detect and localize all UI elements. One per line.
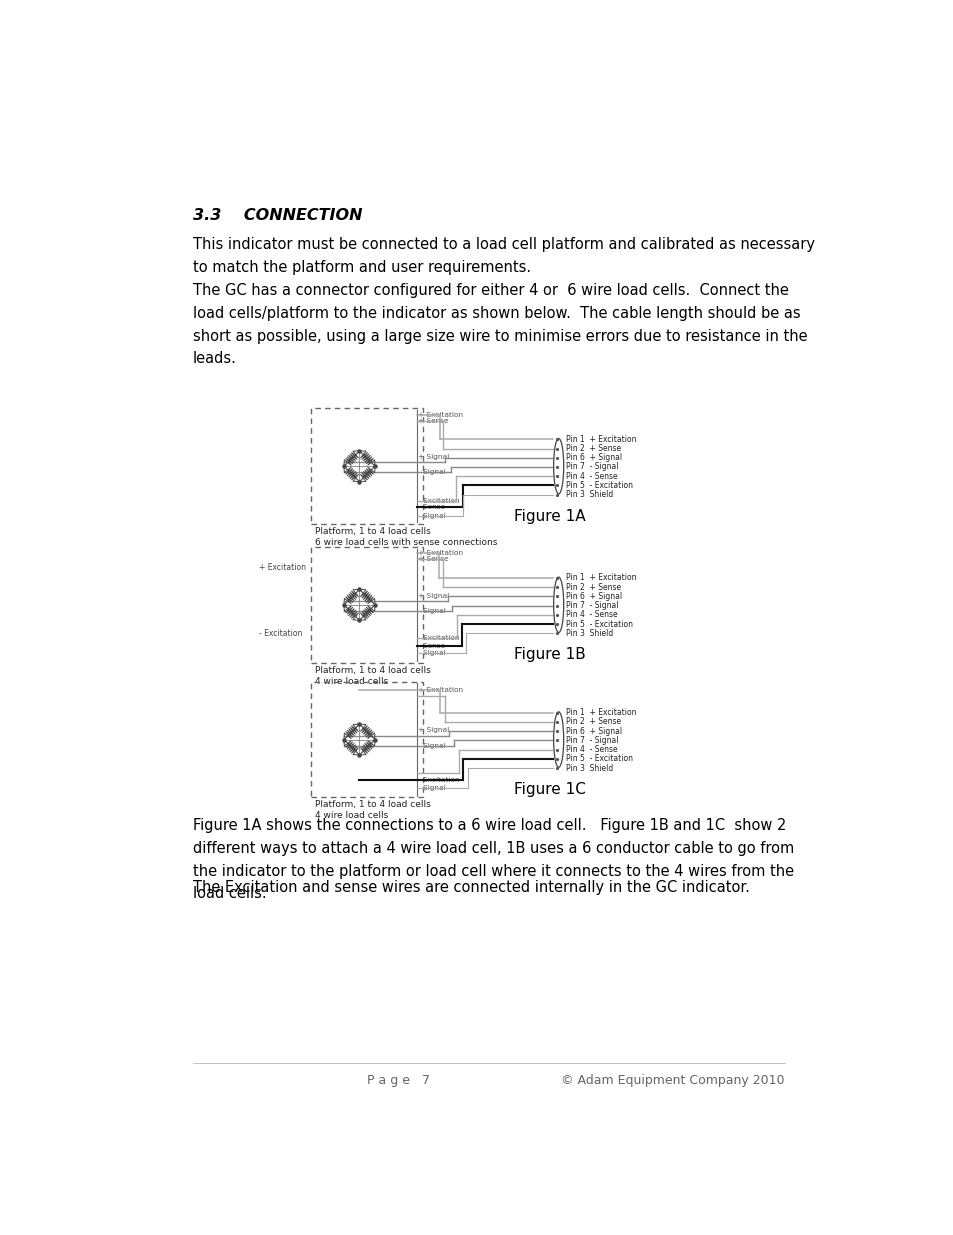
Text: + Excitation: + Excitation — [418, 551, 463, 556]
Text: Pin 5  - Excitation: Pin 5 - Excitation — [566, 480, 633, 490]
Text: Pin 7  - Signal: Pin 7 - Signal — [566, 601, 618, 610]
Text: Pin 2  + Sense: Pin 2 + Sense — [566, 583, 621, 592]
Text: Figure 1C: Figure 1C — [514, 782, 586, 797]
Text: - Signal: - Signal — [418, 469, 446, 475]
Text: Platform, 1 to 4 load cells
4 wire load cells: Platform, 1 to 4 load cells 4 wire load … — [314, 666, 430, 685]
Text: Pin 5  - Excitation: Pin 5 - Excitation — [566, 755, 633, 763]
Text: + Signal: + Signal — [418, 454, 449, 459]
Text: Pin 3  Shield: Pin 3 Shield — [566, 629, 613, 637]
Text: Pin 1  + Excitation: Pin 1 + Excitation — [566, 435, 637, 443]
Text: - Signal: - Signal — [418, 514, 446, 519]
Text: - Excitation: - Excitation — [418, 777, 459, 783]
Text: The GC has a connector configured for either 4 or  6 wire load cells.  Connect t: The GC has a connector configured for ei… — [193, 283, 806, 367]
Text: Pin 3  Shield: Pin 3 Shield — [566, 763, 613, 773]
Text: Platform, 1 to 4 load cells
4 wire load cells: Platform, 1 to 4 load cells 4 wire load … — [314, 800, 430, 820]
Text: Platform, 1 to 4 load cells
6 wire load cells with sense connections: Platform, 1 to 4 load cells 6 wire load … — [314, 527, 497, 547]
Text: Figure 1A shows the connections to a 6 wire load cell.   Figure 1B and 1C  show : Figure 1A shows the connections to a 6 w… — [193, 818, 793, 902]
Text: - Signal: - Signal — [418, 742, 446, 748]
Text: Pin 6  + Signal: Pin 6 + Signal — [566, 453, 622, 462]
Text: Pin 4  - Sense: Pin 4 - Sense — [566, 610, 618, 619]
Bar — [311, 547, 422, 662]
Text: 3.3    CONNECTION: 3.3 CONNECTION — [193, 209, 362, 224]
Text: Pin 4  - Sense: Pin 4 - Sense — [566, 745, 618, 755]
Text: © Adam Equipment Company 2010: © Adam Equipment Company 2010 — [560, 1073, 783, 1087]
Text: The Excitation and sense wires are connected internally in the GC indicator.: The Excitation and sense wires are conne… — [193, 879, 749, 894]
Text: - Sense: - Sense — [418, 642, 445, 648]
Bar — [311, 682, 422, 798]
Text: - Excitation: - Excitation — [418, 498, 459, 504]
Text: + Sense: + Sense — [418, 557, 449, 562]
Text: Pin 6  + Signal: Pin 6 + Signal — [566, 592, 622, 601]
Text: Pin 2  + Sense: Pin 2 + Sense — [566, 718, 621, 726]
Text: - Excitation: - Excitation — [418, 635, 459, 641]
Text: - Signal: - Signal — [418, 651, 446, 656]
Text: Pin 7  - Signal: Pin 7 - Signal — [566, 462, 618, 472]
Text: Figure 1A: Figure 1A — [514, 509, 585, 524]
Text: Pin 4  - Sense: Pin 4 - Sense — [566, 472, 618, 480]
Bar — [311, 409, 422, 524]
Text: Pin 2  + Sense: Pin 2 + Sense — [566, 445, 621, 453]
Text: - Excitation: - Excitation — [258, 629, 302, 637]
Text: P a g e   7: P a g e 7 — [367, 1073, 430, 1087]
Text: This indicator must be connected to a load cell platform and calibrated as neces: This indicator must be connected to a lo… — [193, 237, 814, 274]
Text: + Excitation: + Excitation — [418, 687, 463, 693]
Text: - Signal: - Signal — [418, 608, 446, 614]
Text: + Signal: + Signal — [418, 593, 449, 599]
Text: Pin 3  Shield: Pin 3 Shield — [566, 490, 613, 499]
Text: Pin 6  + Signal: Pin 6 + Signal — [566, 726, 622, 736]
Text: Figure 1B: Figure 1B — [514, 647, 586, 662]
Text: + Signal: + Signal — [418, 727, 449, 734]
Text: Pin 1  + Excitation: Pin 1 + Excitation — [566, 708, 637, 718]
Text: + Excitation: + Excitation — [418, 411, 463, 417]
Text: Pin 7  - Signal: Pin 7 - Signal — [566, 736, 618, 745]
Text: Pin 5  - Excitation: Pin 5 - Excitation — [566, 620, 633, 629]
Text: - Sense: - Sense — [418, 504, 445, 510]
Text: + Sense: + Sense — [418, 417, 449, 424]
Text: + Excitation: + Excitation — [258, 563, 305, 572]
Text: Pin 1  + Excitation: Pin 1 + Excitation — [566, 573, 637, 583]
Text: - Signal: - Signal — [418, 785, 446, 792]
